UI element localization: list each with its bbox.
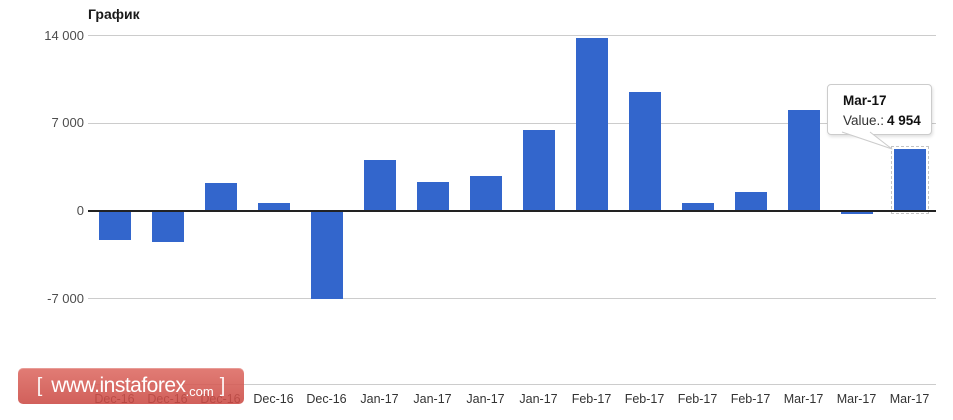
tooltip-value-label: Value.: <box>843 113 885 128</box>
gridline <box>88 122 936 124</box>
watermark-bracket-left: [ <box>36 374 43 397</box>
x-axis-tick-label: Jan-17 <box>466 392 505 406</box>
tooltip-value: 4 954 <box>887 113 921 128</box>
x-axis-tick-label: Feb-17 <box>677 392 718 406</box>
x-axis-tick-label: Jan-17 <box>413 392 452 406</box>
x-axis-tick-label: Jan-17 <box>519 392 558 406</box>
x-axis-line <box>88 384 936 385</box>
watermark-site-text: www.instaforex <box>51 374 186 397</box>
x-axis-tick-label: Feb-17 <box>571 392 612 406</box>
chart-bar[interactable] <box>628 91 661 211</box>
x-axis-tick-label: Dec-16 <box>306 392 347 406</box>
y-axis-tick-label: 0 <box>76 203 84 218</box>
x-axis-tick-label: Feb-17 <box>624 392 665 406</box>
tooltip-value-row: Value.: 4 954 <box>843 111 921 130</box>
x-axis-tick-label: Dec-16 <box>253 392 294 406</box>
watermark-domain-suffix: .com <box>185 384 214 399</box>
chart-bar[interactable] <box>734 192 767 211</box>
x-axis-tick-label: Feb-17 <box>730 392 771 406</box>
gridline <box>88 35 936 37</box>
tooltip-category-label: Mar-17 <box>843 93 887 108</box>
chart-bar[interactable] <box>310 211 343 299</box>
chart-tooltip: Mar-17 Value.: 4 954 <box>827 84 932 135</box>
chart-bar[interactable] <box>681 203 714 211</box>
chart-bar[interactable] <box>840 211 873 214</box>
gridline <box>88 298 936 300</box>
y-axis-tick-label: 7 000 <box>51 115 84 131</box>
chart-bar[interactable] <box>575 38 608 211</box>
chart-bar[interactable] <box>363 159 396 211</box>
chart-bar[interactable] <box>416 182 449 211</box>
x-axis-tick-label: Mar-17 <box>836 392 877 406</box>
y-axis-tick-label: -7 000 <box>47 290 84 306</box>
x-axis-tick-label: Mar-17 <box>783 392 824 406</box>
chart-bar[interactable] <box>204 183 237 211</box>
y-axis-tick-label: 14 000 <box>44 27 84 43</box>
x-axis-tick-label: Jan-17 <box>360 392 399 406</box>
tooltip-pointer-icon <box>841 131 893 150</box>
watermark-bracket-right: ] <box>219 374 226 397</box>
instaforex-watermark: [ www.instaforex .com ] <box>18 368 244 404</box>
chart-bar[interactable] <box>787 109 820 211</box>
zero-axis-line <box>88 210 936 212</box>
chart-bar[interactable] <box>469 175 502 211</box>
chart-bar[interactable] <box>257 203 290 211</box>
x-axis-tick-label: Mar-17 <box>889 392 930 406</box>
chart-bar[interactable] <box>890 145 929 214</box>
chart-title: График <box>88 6 140 22</box>
chart-bar[interactable] <box>151 211 184 243</box>
chart-bar[interactable] <box>98 211 131 240</box>
chart-bar[interactable] <box>522 129 555 211</box>
